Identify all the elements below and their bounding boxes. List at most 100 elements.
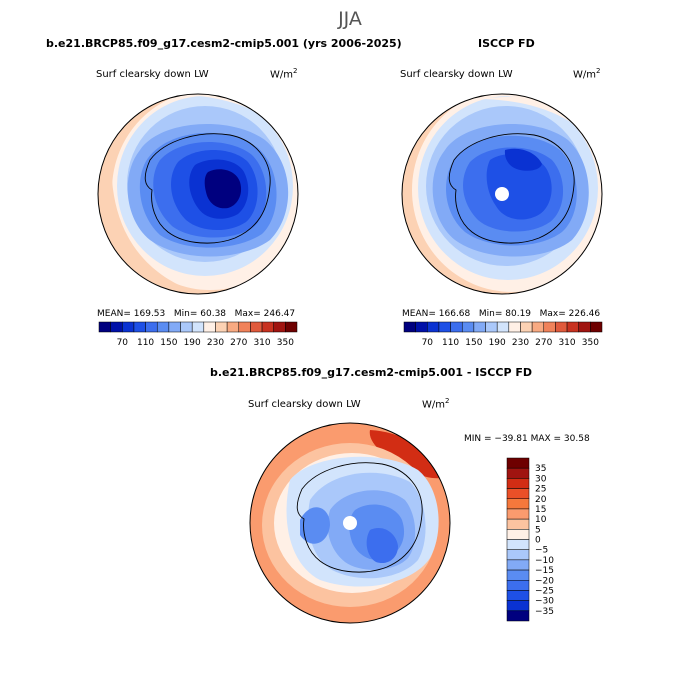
model-colorbar-swatch (191, 321, 205, 333)
diff-colorbar-swatch (506, 529, 530, 540)
obs-colorbar-swatch (555, 321, 568, 333)
model-colorbar-swatch (110, 321, 123, 333)
obs-colorbar-tick-label: 190 (489, 338, 506, 348)
obs-colorbar-swatch (485, 321, 498, 333)
model-colorbar-swatch (145, 321, 158, 333)
diff-units-label: W/m2 (422, 397, 450, 411)
model-colorbar-swatch (273, 321, 286, 333)
obs-colorbar-swatch (578, 321, 591, 333)
model-colorbar-swatch (156, 321, 170, 333)
model-colorbar-swatch (180, 321, 193, 333)
obs-colorbar-tick-label: 70 (422, 338, 434, 348)
obs-panel-title: ISCCP FD (478, 37, 535, 50)
model-panel-title: b.e21.BRCP85.f09_g17.cesm2-cmip5.001 (yr… (46, 37, 402, 50)
obs-colorbar-swatch (427, 321, 440, 333)
obs-stats: MEAN= 166.68 Min= 80.19 Max= 226.46 (402, 309, 601, 319)
model-colorbar-swatch (168, 321, 181, 333)
diff-colorbar-swatch (506, 457, 530, 469)
model-colorbar-swatch (226, 321, 240, 333)
obs-units-label: W/m2 (573, 67, 601, 81)
obs-variable-label: Surf clearsky down LW (400, 69, 513, 80)
diff-colorbar-tick-label: 20 (535, 495, 547, 505)
obs-colorbar-tick-label: 310 (558, 338, 575, 348)
model-units-label: W/m2 (270, 67, 298, 81)
diff-colorbar-swatch (506, 478, 530, 489)
model-colorbar-tick-label: 110 (137, 338, 154, 348)
obs-colorbar-swatch (520, 321, 533, 333)
diff-colorbar-swatch (506, 600, 530, 612)
obs-colorbar-swatch (450, 321, 463, 333)
model-colorbar-swatch (285, 321, 298, 333)
obs-colorbar-swatch (403, 321, 416, 333)
diff-colorbar-swatch (506, 539, 530, 550)
obs-colorbar-swatch (473, 321, 486, 333)
diff-colorbar-swatch (506, 549, 530, 561)
obs-colorbar: 70 110 150 190 230 270 310 350 (403, 321, 603, 348)
model-colorbar-swatch (98, 321, 111, 333)
diff-colorbar-tick-label: 25 (535, 485, 546, 495)
model-colorbar-tick-label: 350 (277, 338, 294, 348)
model-stats: MEAN= 169.53 Min= 60.38 Max= 246.47 (97, 309, 296, 319)
model-colorbar-swatch (238, 321, 251, 333)
diff-colorbar-tick-label: 15 (535, 505, 546, 515)
obs-map-border (401, 93, 603, 295)
diff-colorbar-swatch (506, 488, 530, 499)
obs-colorbar-tick-label: 230 (512, 338, 529, 348)
obs-colorbar-tick-label: 110 (442, 338, 459, 348)
model-colorbar-swatch (261, 321, 274, 333)
diff-colorbar-swatch (506, 467, 530, 479)
model-map-border (97, 93, 299, 295)
model-colorbar-tick-label: 190 (184, 338, 201, 348)
diff-antarctica-coastline (296, 462, 423, 573)
diff-variable-label: Surf clearsky down LW (248, 399, 361, 410)
diff-colorbar-tick-label: −5 (535, 546, 548, 556)
obs-colorbar-swatch (531, 321, 545, 333)
diff-colorbar-tick-label: 5 (535, 525, 541, 535)
diff-colorbar-swatch (506, 569, 530, 581)
obs-antarctica-coastline (448, 133, 575, 244)
diff-panel-title: b.e21.BRCP85.f09_g17.cesm2-cmip5.001 - I… (210, 366, 532, 379)
diff-colorbar-swatch (506, 590, 530, 601)
diff-map-border (249, 422, 451, 624)
obs-colorbar-tick-label: 270 (535, 338, 552, 348)
diff-colorbar-tick-label: −35 (535, 607, 554, 617)
diff-colorbar-swatch (506, 580, 530, 591)
diff-colorbar-tick-label: 35 (535, 464, 546, 474)
diff-colorbar-swatch (506, 498, 530, 510)
diff-pole-hole (343, 516, 357, 530)
model-colorbar-tick-label: 270 (230, 338, 247, 348)
diff-colorbar-tick-label: 0 (535, 536, 541, 546)
model-colorbar-tick-label: 70 (117, 338, 129, 348)
diff-colorbar-tick-label: −25 (535, 586, 554, 596)
obs-pole-hole (495, 187, 509, 201)
diff-colorbar-tick-label: 30 (535, 474, 547, 484)
model-colorbar-tick-label: 310 (253, 338, 270, 348)
model-variable-label: Surf clearsky down LW (96, 69, 209, 80)
obs-colorbar-swatch (461, 321, 475, 333)
obs-colorbar-swatch (438, 321, 451, 333)
diff-colorbar-swatch (506, 610, 530, 622)
model-colorbar-swatch (133, 321, 146, 333)
diff-colorbar-swatch (506, 559, 530, 571)
model-colorbar-swatch (203, 321, 216, 333)
model-colorbar-tick-label: 150 (160, 338, 177, 348)
diff-stats: MIN = −39.81 MAX = 30.58 (464, 434, 590, 444)
obs-colorbar-tick-label: 350 (582, 338, 599, 348)
obs-colorbar-tick-label: 150 (465, 338, 482, 348)
model-colorbar-tick-label: 230 (207, 338, 224, 348)
model-map (98, 94, 298, 294)
model-antarctica-coastline (144, 133, 271, 244)
obs-colorbar-swatch (590, 321, 603, 333)
diff-colorbar-tick-label: −10 (535, 556, 554, 566)
model-colorbar: 70 110 150 190 230 270 310 350 (98, 321, 298, 348)
obs-colorbar-swatch (496, 321, 510, 333)
diff-colorbar-swatch (506, 518, 530, 530)
season-title: JJA (338, 8, 362, 30)
diff-colorbar-tick-label: 10 (535, 515, 547, 525)
diff-colorbar-tick-label: −15 (535, 566, 554, 576)
model-colorbar-swatch (122, 321, 135, 333)
diff-colorbar-swatch (506, 508, 530, 520)
obs-colorbar-swatch (543, 321, 556, 333)
